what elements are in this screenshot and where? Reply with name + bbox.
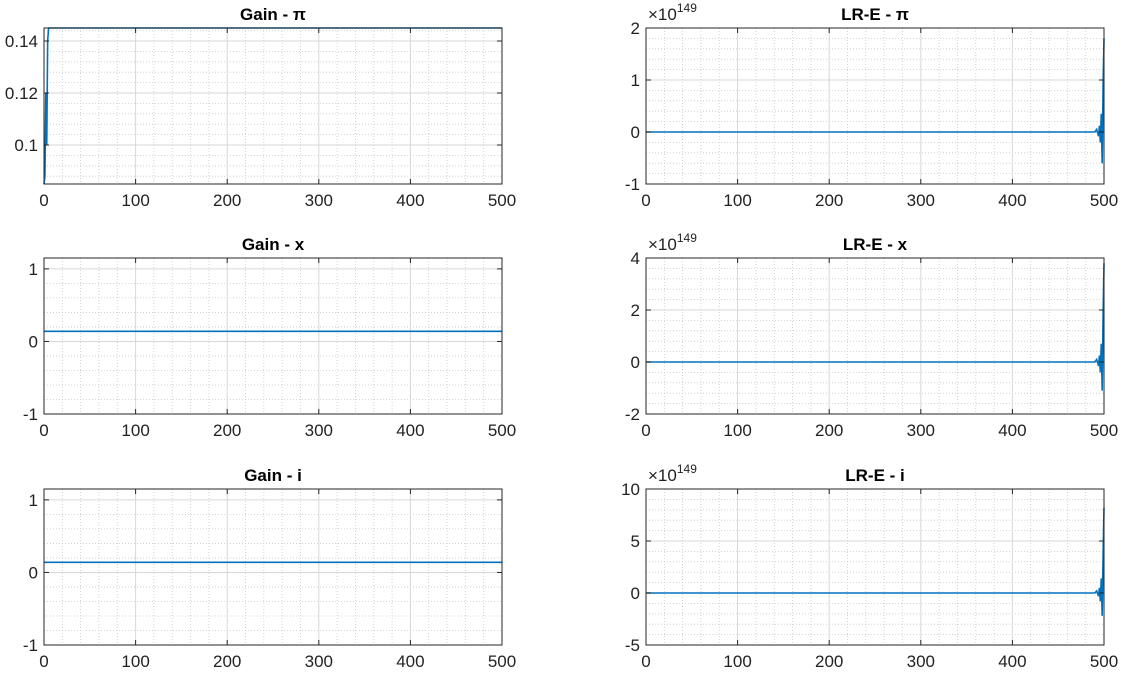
x-tick-label: 400 [998, 421, 1026, 440]
axes-frame [645, 257, 1105, 415]
x-tick-label: 300 [305, 652, 333, 671]
x-tick-label: 500 [488, 191, 516, 210]
series-line-1 [646, 507, 1105, 616]
x-tick-label: 100 [723, 421, 751, 440]
x-tick-label: 0 [641, 652, 650, 671]
x-tick-label: 300 [907, 421, 935, 440]
x-tick-label: 300 [305, 421, 333, 440]
y-tick-label: 0.1 [14, 136, 38, 155]
y-tick-label: 4 [631, 249, 640, 268]
plot-area [43, 257, 503, 415]
subplot-title: LR-E - i [845, 466, 905, 485]
x-tick-label: 400 [998, 191, 1026, 210]
y-tick-label: 2 [631, 301, 640, 320]
x-tick-label: 0 [39, 652, 48, 671]
plot-area [43, 488, 503, 646]
y-tick-label: -5 [625, 636, 640, 655]
x-tick-label: 500 [1090, 191, 1118, 210]
y-tick-label: 0 [29, 563, 38, 582]
y-tick-label: -2 [625, 405, 640, 424]
x-tick-label: 100 [723, 652, 751, 671]
subplot-title: LR-E - π [841, 5, 909, 24]
x-tick-label: 500 [488, 421, 516, 440]
x-tick-label: 500 [1090, 652, 1118, 671]
y-exponent-label: ×10149 [648, 231, 697, 254]
x-tick-label: 400 [396, 421, 424, 440]
y-tick-label: 0 [631, 353, 640, 372]
x-tick-label: 200 [815, 191, 843, 210]
subplot-1: 0 100 200 300 400 500 0.1 0.12 0.14 Gain - π [5, 5, 516, 210]
axes-frame [43, 257, 503, 415]
plot-area [645, 488, 1105, 646]
subplot-title: LR-E - x [843, 235, 908, 254]
x-tick-label: 200 [815, 652, 843, 671]
y-tick-label: 0.12 [5, 84, 38, 103]
y-tick-label: 1 [631, 71, 640, 90]
series-line-1 [646, 38, 1105, 164]
y-tick-label: -1 [23, 636, 38, 655]
x-tick-label: 200 [213, 191, 241, 210]
x-tick-label: 200 [213, 421, 241, 440]
x-tick-label: 300 [305, 191, 333, 210]
y-exponent-label: ×10149 [648, 1, 697, 24]
x-tick-label: 300 [907, 191, 935, 210]
x-tick-label: 200 [213, 652, 241, 671]
plot-area [43, 27, 503, 185]
plot-area [645, 257, 1105, 415]
x-tick-label: 100 [121, 421, 149, 440]
y-tick-label: -1 [23, 405, 38, 424]
subplot-title: Gain - x [242, 235, 305, 254]
x-tick-label: 500 [1090, 421, 1118, 440]
axes-frame [645, 27, 1105, 185]
y-tick-label: 0 [29, 332, 38, 351]
x-tick-label: 300 [907, 652, 935, 671]
y-tick-label: 2 [631, 19, 640, 38]
y-tick-label: 1 [29, 260, 38, 279]
axes-frame [43, 27, 503, 185]
x-tick-label: 100 [121, 652, 149, 671]
axes-frame [645, 488, 1105, 646]
x-tick-label: 0 [641, 421, 650, 440]
plot-area [645, 27, 1105, 185]
x-tick-label: 0 [641, 191, 650, 210]
x-tick-label: 400 [396, 652, 424, 671]
subplot-title: Gain - i [244, 466, 302, 485]
x-tick-label: 100 [121, 191, 149, 210]
x-tick-label: 400 [396, 191, 424, 210]
axes-frame [43, 488, 503, 646]
y-tick-label: 0 [631, 584, 640, 603]
y-tick-label: -1 [625, 175, 640, 194]
x-tick-label: 200 [815, 421, 843, 440]
y-tick-label: 10 [621, 480, 640, 499]
y-tick-label: 1 [29, 491, 38, 510]
x-tick-label: 100 [723, 191, 751, 210]
x-tick-label: 400 [998, 652, 1026, 671]
x-tick-label: 0 [39, 191, 48, 210]
y-tick-label: 0 [631, 123, 640, 142]
x-tick-label: 500 [488, 652, 516, 671]
y-exponent-label: ×10149 [648, 462, 697, 485]
x-tick-label: 0 [39, 421, 48, 440]
y-tick-label: 0.14 [5, 32, 38, 51]
y-tick-label: 5 [631, 532, 640, 551]
series-line-1 [646, 263, 1105, 391]
subplot-title: Gain - π [240, 5, 306, 24]
